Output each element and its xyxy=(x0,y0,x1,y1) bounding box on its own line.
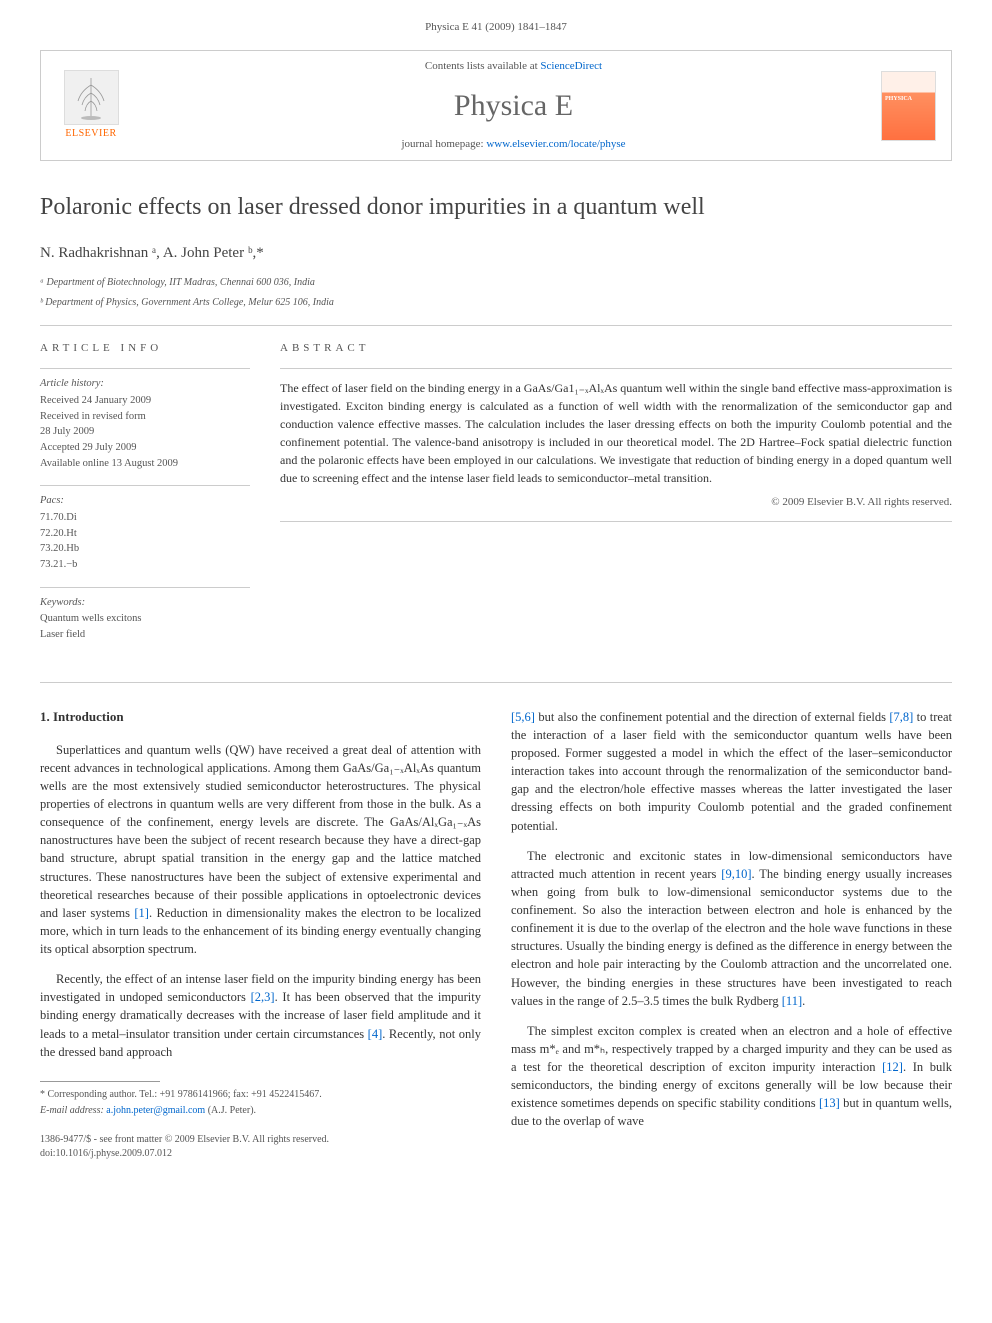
paragraph: Recently, the effect of an intense laser… xyxy=(40,970,481,1061)
corresponding-author-footnote: * Corresponding author. Tel.: +91 978614… xyxy=(40,1088,481,1103)
pacs-title: Pacs: xyxy=(40,494,250,509)
citation-link[interactable]: [12] xyxy=(882,1060,903,1074)
history-title: Article history: xyxy=(40,377,250,392)
separator xyxy=(40,682,952,683)
keyword-line: Quantum wells excitons xyxy=(40,612,250,627)
article-info-column: ARTICLE INFO Article history: Received 2… xyxy=(40,341,250,657)
article-title: Polaronic effects on laser dressed donor… xyxy=(40,191,952,225)
info-abstract-row: ARTICLE INFO Article history: Received 2… xyxy=(40,341,952,657)
keywords-title: Keywords: xyxy=(40,596,250,611)
contents-prefix: Contents lists available at xyxy=(425,60,540,72)
keywords-block: Keywords: Quantum wells excitons Laser f… xyxy=(40,587,250,643)
email-tail: (A.J. Peter). xyxy=(205,1105,256,1116)
article-info-heading: ARTICLE INFO xyxy=(40,341,250,356)
citation-link[interactable]: [5,6] xyxy=(511,710,535,724)
citation-link[interactable]: [9,10] xyxy=(721,867,751,881)
homepage-prefix: journal homepage: xyxy=(401,138,486,150)
text-run: . xyxy=(802,994,805,1008)
footer-doi: doi:10.1016/j.physe.2009.07.012 xyxy=(40,1147,481,1162)
text-run: . The binding energy usually increases w… xyxy=(511,867,952,1008)
elsevier-tree-icon xyxy=(64,70,119,125)
abstract-heading: ABSTRACT xyxy=(280,341,952,356)
elsevier-logo: ELSEVIER xyxy=(56,66,126,146)
text-run: Superlattices and quantum wells (QW) hav… xyxy=(40,743,481,920)
paragraph: The simplest exciton complex is created … xyxy=(511,1022,952,1131)
separator xyxy=(280,368,952,369)
abstract-column: ABSTRACT The effect of laser field on th… xyxy=(280,341,952,657)
journal-banner: ELSEVIER Contents lists available at Sci… xyxy=(40,50,952,161)
citation-link[interactable]: [2,3] xyxy=(251,990,275,1004)
pacs-line: 72.20.Ht xyxy=(40,527,250,542)
paragraph: Superlattices and quantum wells (QW) hav… xyxy=(40,741,481,959)
paragraph: [5,6] but also the confinement potential… xyxy=(511,708,952,835)
footnote-separator xyxy=(40,1081,160,1082)
email-label: E-mail address: xyxy=(40,1105,106,1116)
citation-link[interactable]: [7,8] xyxy=(889,710,913,724)
citation-link[interactable]: [13] xyxy=(819,1096,840,1110)
history-line: Available online 13 August 2009 xyxy=(40,457,250,472)
authors-line: N. Radhakrishnan ᵃ, A. John Peter ᵇ,* xyxy=(40,243,952,264)
sciencedirect-link[interactable]: ScienceDirect xyxy=(540,60,602,72)
text-run: to treat the interaction of a laser fiel… xyxy=(511,710,952,833)
email-link[interactable]: a.john.peter@gmail.com xyxy=(106,1105,205,1116)
text-run: but also the confinement potential and t… xyxy=(535,710,889,724)
banner-center: Contents lists available at ScienceDirec… xyxy=(146,59,881,152)
pacs-line: 73.20.Hb xyxy=(40,542,250,557)
citation-link[interactable]: [4] xyxy=(368,1027,383,1041)
journal-homepage-line: journal homepage: www.elsevier.com/locat… xyxy=(146,137,881,152)
history-line: 28 July 2009 xyxy=(40,425,250,440)
body-column-right: [5,6] but also the confinement potential… xyxy=(511,708,952,1162)
journal-homepage-link[interactable]: www.elsevier.com/locate/physe xyxy=(486,138,625,150)
journal-cover-label: PHYSICA xyxy=(885,95,912,103)
history-line: Received in revised form xyxy=(40,410,250,425)
affiliation-b: ᵇ Department of Physics, Government Arts… xyxy=(40,296,952,310)
pacs-block: Pacs: 71.70.Di 72.20.Ht 73.20.Hb 73.21.−… xyxy=(40,485,250,572)
pacs-line: 73.21.−b xyxy=(40,558,250,573)
pacs-line: 71.70.Di xyxy=(40,511,250,526)
affiliation-a: ᵃ Department of Biotechnology, IIT Madra… xyxy=(40,276,952,290)
contents-available-line: Contents lists available at ScienceDirec… xyxy=(146,59,881,74)
history-line: Accepted 29 July 2009 xyxy=(40,441,250,456)
running-header: Physica E 41 (2009) 1841–1847 xyxy=(40,20,952,35)
keyword-line: Laser field xyxy=(40,628,250,643)
elsevier-wordmark: ELSEVIER xyxy=(65,127,116,141)
email-footnote: E-mail address: a.john.peter@gmail.com (… xyxy=(40,1104,481,1119)
abstract-text: The effect of laser field on the binding… xyxy=(280,379,952,487)
body-columns: 1. Introduction Superlattices and quantu… xyxy=(40,708,952,1162)
abstract-copyright: © 2009 Elsevier B.V. All rights reserved… xyxy=(280,495,952,510)
footer-block: 1386-9477/$ - see front matter © 2009 El… xyxy=(40,1133,481,1162)
journal-title: Physica E xyxy=(146,85,881,127)
citation-link[interactable]: [1] xyxy=(134,906,149,920)
section-heading-introduction: 1. Introduction xyxy=(40,708,481,727)
history-line: Received 24 January 2009 xyxy=(40,394,250,409)
journal-cover-thumbnail: PHYSICA xyxy=(881,71,936,141)
separator xyxy=(280,521,952,522)
separator xyxy=(40,325,952,326)
article-history-block: Article history: Received 24 January 200… xyxy=(40,368,250,471)
citation-link[interactable]: [11] xyxy=(782,994,802,1008)
paragraph: The electronic and excitonic states in l… xyxy=(511,847,952,1010)
body-column-left: 1. Introduction Superlattices and quantu… xyxy=(40,708,481,1162)
footer-front-matter: 1386-9477/$ - see front matter © 2009 El… xyxy=(40,1133,481,1148)
